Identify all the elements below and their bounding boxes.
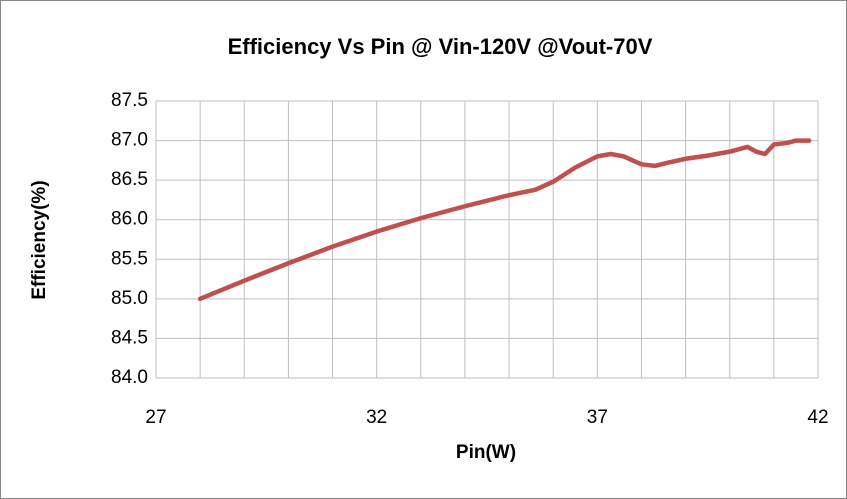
y-tick-label: 84.0: [111, 367, 148, 388]
chart-title: Efficiency Vs Pin @ Vin-120V @Vout-70V: [228, 34, 653, 59]
y-tick-label: 86.0: [111, 209, 148, 230]
x-tick-label: 27: [145, 407, 166, 428]
x-tick-label: 32: [366, 407, 387, 428]
y-tick-label: 85.5: [111, 248, 148, 269]
x-tick-label: 42: [807, 407, 828, 428]
x-axis-label: Pin(W): [456, 442, 516, 463]
y-tick-label: 87.0: [111, 130, 148, 151]
y-tick-label: 86.5: [111, 169, 148, 190]
y-tick-label: 84.5: [111, 327, 148, 348]
y-axis-label: Efficiency(%): [29, 180, 50, 299]
line-series: [197, 138, 812, 302]
y-tick-label: 87.5: [111, 90, 148, 111]
y-tick-label: 85.0: [111, 288, 148, 309]
x-tick-label: 37: [587, 407, 608, 428]
